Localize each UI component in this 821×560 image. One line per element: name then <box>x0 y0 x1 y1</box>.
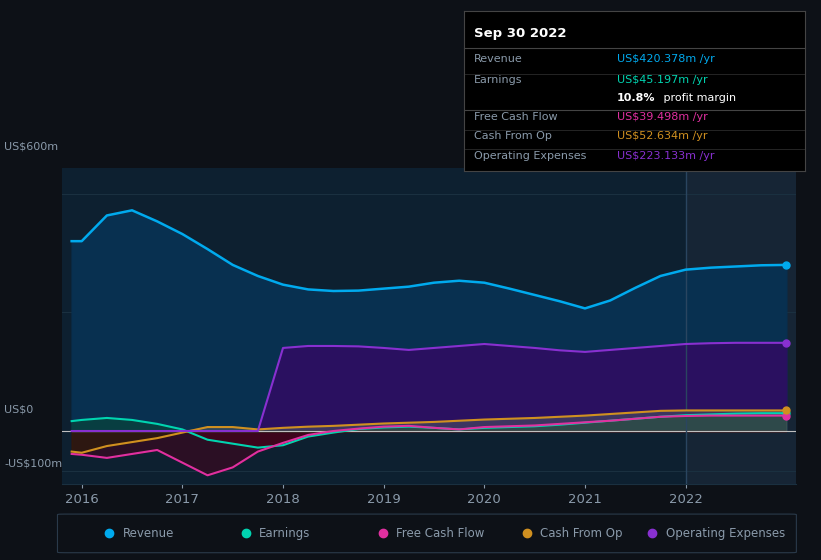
Text: Revenue: Revenue <box>122 527 174 540</box>
Text: Cash From Op: Cash From Op <box>540 527 622 540</box>
Text: Cash From Op: Cash From Op <box>474 131 552 141</box>
Text: US$600m: US$600m <box>4 142 58 152</box>
Text: US$52.634m /yr: US$52.634m /yr <box>617 131 708 141</box>
Text: US$0: US$0 <box>4 405 34 415</box>
Text: US$223.133m /yr: US$223.133m /yr <box>617 151 715 161</box>
Text: Operating Expenses: Operating Expenses <box>666 527 785 540</box>
Text: US$420.378m /yr: US$420.378m /yr <box>617 54 715 64</box>
Text: 10.8%: 10.8% <box>617 92 656 102</box>
Text: profit margin: profit margin <box>660 92 736 102</box>
Text: Earnings: Earnings <box>259 527 310 540</box>
Text: US$39.498m /yr: US$39.498m /yr <box>617 112 708 122</box>
Text: Sep 30 2022: Sep 30 2022 <box>474 27 566 40</box>
Bar <box>686 168 796 484</box>
Text: Free Cash Flow: Free Cash Flow <box>396 527 484 540</box>
Text: Operating Expenses: Operating Expenses <box>474 151 586 161</box>
Text: -US$100m: -US$100m <box>4 458 62 468</box>
Text: US$45.197m /yr: US$45.197m /yr <box>617 75 708 85</box>
Text: Free Cash Flow: Free Cash Flow <box>474 112 557 122</box>
Text: Earnings: Earnings <box>474 75 523 85</box>
Text: Revenue: Revenue <box>474 54 523 64</box>
